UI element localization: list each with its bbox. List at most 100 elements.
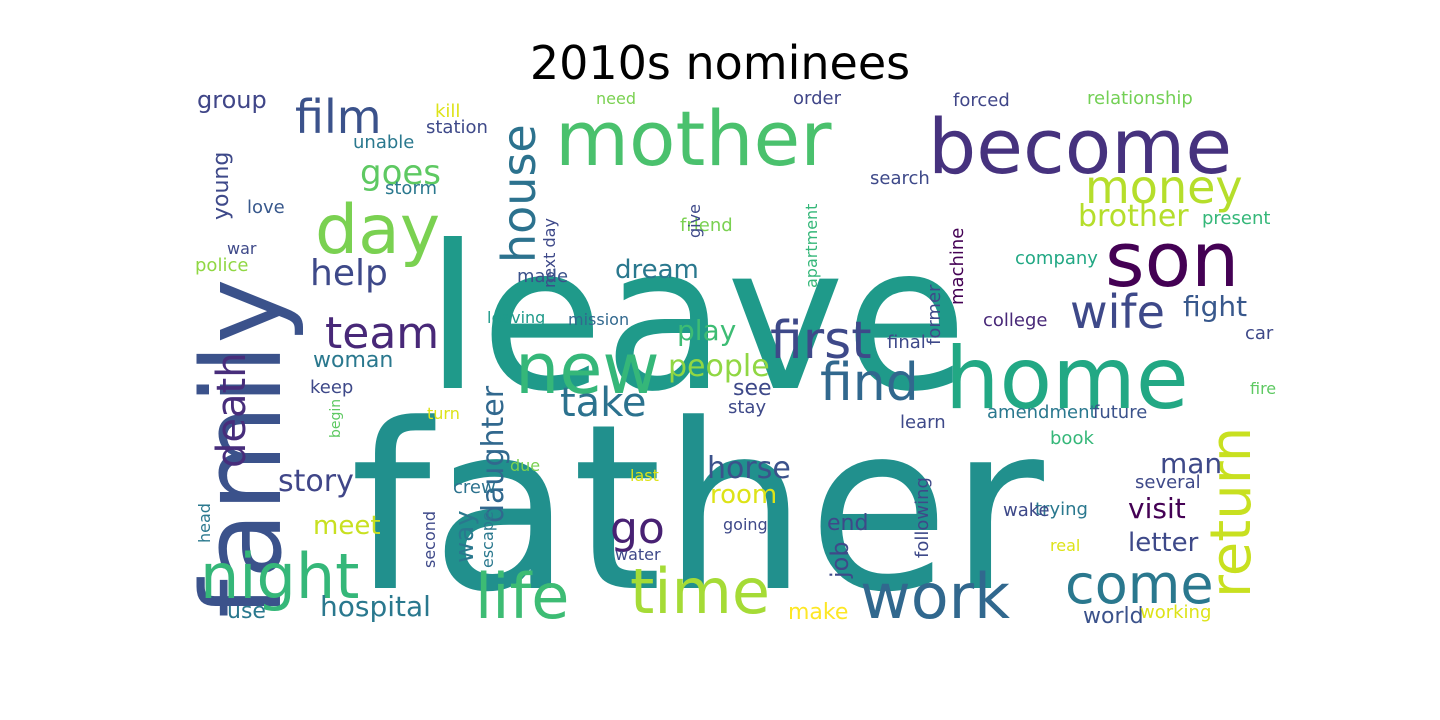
word-become: become xyxy=(928,102,1232,191)
word-real: real xyxy=(1050,536,1080,555)
word-forced: forced xyxy=(953,90,1010,111)
word-brother: brother xyxy=(1078,199,1189,234)
word-kill: kill xyxy=(435,101,460,122)
word-letter: letter xyxy=(1128,528,1199,558)
word-daughter: daughter xyxy=(476,385,511,523)
word-begin: begin xyxy=(328,399,344,438)
word-people: people xyxy=(668,349,770,384)
word-film: film xyxy=(295,90,382,144)
word-learn: learn xyxy=(900,412,946,433)
word-team: team xyxy=(325,308,439,359)
word-give: give xyxy=(685,204,704,238)
word-return: return xyxy=(1199,427,1264,598)
word-take: take xyxy=(560,380,647,426)
word-storm: storm xyxy=(385,178,437,199)
word-book: book xyxy=(1050,428,1094,449)
word-need: need xyxy=(596,89,636,108)
word-world: world xyxy=(1083,604,1144,629)
word-goes: goes xyxy=(360,153,441,193)
word-water: water xyxy=(615,545,661,564)
word-trying: trying xyxy=(1035,499,1088,520)
word-due: due xyxy=(510,456,540,475)
word-turn: turn xyxy=(427,404,460,423)
word-help: help xyxy=(310,253,388,294)
word-group: group xyxy=(197,88,267,114)
word-life: life xyxy=(475,560,569,633)
word-machine: machine xyxy=(947,228,968,305)
word-several: several xyxy=(1135,472,1201,493)
word-apartment: apartment xyxy=(802,204,821,288)
word-last: last xyxy=(630,466,659,485)
word-keep: keep xyxy=(310,377,353,398)
word-next-day: next day xyxy=(540,218,559,288)
word-fight: fight xyxy=(1183,290,1247,323)
word-woman: woman xyxy=(313,348,393,373)
word-story: story xyxy=(278,464,354,499)
word-relationship: relationship xyxy=(1087,88,1193,109)
word-visit: visit xyxy=(1128,492,1186,525)
word-job: job xyxy=(826,541,854,579)
word-time: time xyxy=(630,555,770,628)
word-new: new xyxy=(515,328,660,410)
word-stay: stay xyxy=(728,397,766,418)
word-mother: mother xyxy=(555,94,832,183)
word-following: following xyxy=(912,477,933,558)
word-work: work xyxy=(860,560,1010,633)
word-use: use xyxy=(227,599,266,624)
word-death: death xyxy=(209,352,255,468)
word-police: police xyxy=(195,255,248,276)
word-fire: fire xyxy=(1250,379,1276,398)
chart-title: 2010s nominees xyxy=(529,36,911,90)
word-make: make xyxy=(788,600,848,625)
word-home: home xyxy=(945,329,1189,429)
word-present: present xyxy=(1202,208,1270,229)
word-working: working xyxy=(1140,602,1211,623)
word-go: go xyxy=(610,503,665,554)
word-order: order xyxy=(793,88,842,109)
word-amendment: amendment xyxy=(987,402,1097,423)
word-come: come xyxy=(1065,553,1214,616)
word-young: young xyxy=(209,152,234,220)
word-play: play xyxy=(677,314,736,347)
word-love: love xyxy=(247,197,285,218)
word-car: car xyxy=(1245,323,1274,344)
word-final: final xyxy=(887,332,926,353)
word-future: future xyxy=(1093,402,1147,423)
word-horse: horse xyxy=(707,451,791,486)
word-day: day xyxy=(315,191,440,270)
word-wake: wake xyxy=(1003,500,1050,521)
word-dream: dream xyxy=(615,255,699,285)
word-first: first xyxy=(770,311,872,371)
word-crew: crew xyxy=(453,477,496,498)
word-father: father xyxy=(350,376,1044,643)
word-friend: friend xyxy=(680,215,733,236)
word-house: house xyxy=(492,124,546,263)
word-family: family xyxy=(190,278,306,618)
word-going: going xyxy=(723,515,768,534)
word-head: head xyxy=(195,503,214,543)
word-room: room xyxy=(710,480,777,510)
word-station: station xyxy=(426,117,488,138)
word-war: war xyxy=(227,239,257,258)
word-find: find xyxy=(820,353,919,413)
word-way: way xyxy=(450,510,480,563)
word-escape: escape xyxy=(478,511,497,568)
word-son: son xyxy=(1105,215,1239,304)
word-search: search xyxy=(870,168,930,189)
word-made: made xyxy=(517,266,568,287)
word-company: company xyxy=(1015,248,1098,269)
word-second: second xyxy=(420,511,439,568)
word-night: night xyxy=(200,540,359,613)
word-meet: meet xyxy=(313,511,381,541)
word-leave: leave xyxy=(425,203,968,436)
word-mission: mission xyxy=(568,310,629,329)
word-unable: unable xyxy=(353,132,414,153)
word-college: college xyxy=(983,310,1048,331)
word-hospital: hospital xyxy=(320,590,431,623)
word-man: man xyxy=(1160,447,1222,480)
word-leaving: leaving xyxy=(487,308,545,327)
word-money: money xyxy=(1085,160,1243,214)
word-former: former xyxy=(924,284,945,345)
word-see: see xyxy=(733,376,772,401)
